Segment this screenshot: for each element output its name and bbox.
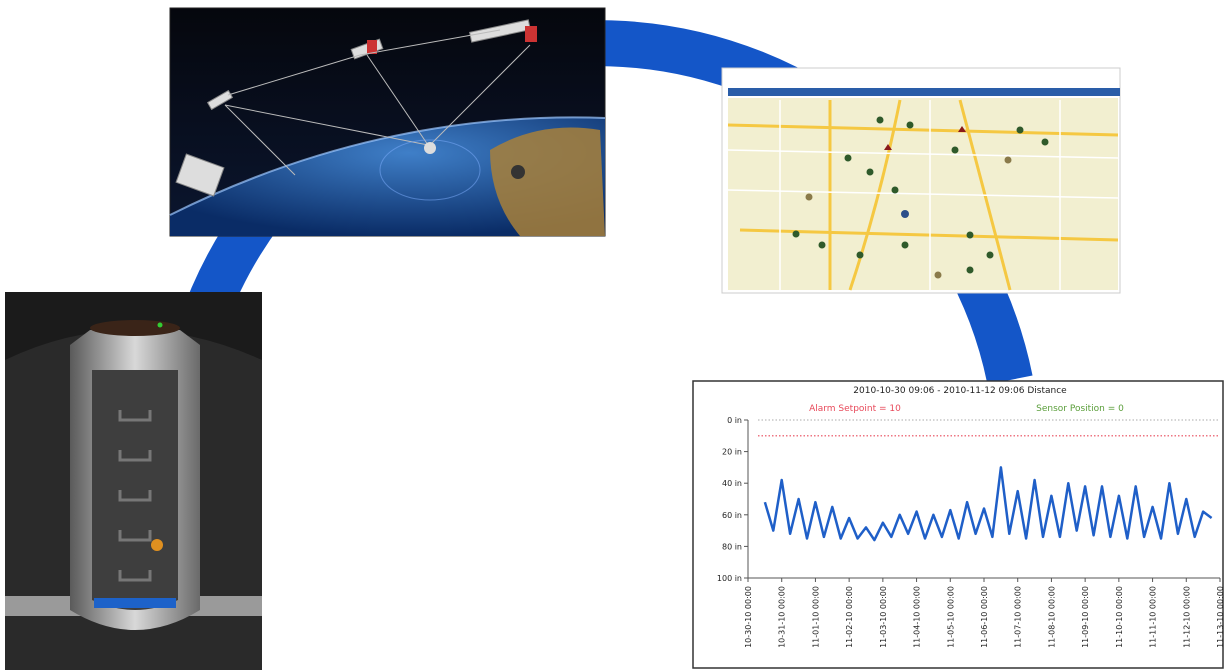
y-tick-label: 40 in [722,479,742,488]
y-tick-label: 60 in [722,511,742,520]
x-tick-label: 11-02-10 00:00 [845,586,854,648]
x-tick-label: 10-31-10 00:00 [778,586,787,648]
chart-title: 2010-10-30 09:06 - 2010-11-12 09:06 Dist… [853,386,1067,396]
y-tick-label: 20 in [722,448,742,457]
x-tick-label: 10-30-10 00:00 [744,586,753,648]
x-tick-label: 11-04-10 00:00 [913,586,922,648]
x-tick-label: 11-06-10 00:00 [980,586,989,648]
y-tick-label: 0 in [727,416,742,425]
satellite-image [169,7,606,237]
x-tick-label: 11-11-10 00:00 [1149,586,1158,648]
y-tick-label: 80 in [722,542,742,551]
reference-label: Sensor Position = 0 [1036,404,1124,414]
reference-label: Alarm Setpoint = 10 [809,404,901,414]
x-tick-label: 11-03-10 00:00 [879,586,888,648]
x-tick-label: 11-01-10 00:00 [811,586,820,648]
x-tick-label: 11-09-10 00:00 [1081,586,1090,648]
map-screenshot [721,67,1121,294]
x-tick-label: 11-13-10 00:00 [1216,586,1225,648]
x-tick-label: 11-08-10 00:00 [1047,586,1056,648]
y-tick-label: 100 in [717,574,742,583]
data-line [763,466,1213,542]
x-tick-label: 11-10-10 00:00 [1115,586,1124,648]
x-tick-label: 11-12-10 00:00 [1182,586,1191,648]
x-tick-label: 11-07-10 00:00 [1014,586,1023,648]
chart-panel [692,380,1224,669]
manhole-illustration [5,292,262,670]
x-tick-label: 11-05-10 00:00 [946,586,955,648]
